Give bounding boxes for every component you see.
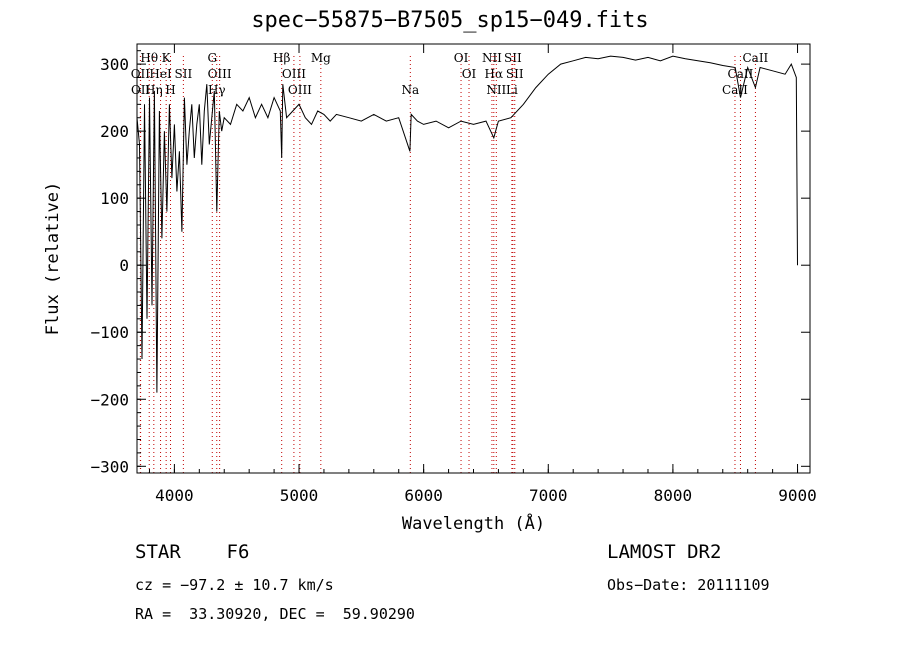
x-tick-label: 8000 <box>654 486 693 505</box>
x-tick-label: 5000 <box>280 486 319 505</box>
y-tick-label: 200 <box>100 122 129 141</box>
line-marker-label: CaII <box>722 83 748 97</box>
line-marker-label: NII <box>482 51 502 65</box>
line-marker-label: Hγ <box>208 83 226 97</box>
object-class: STAR F6 <box>135 541 250 563</box>
line-marker-label: Li <box>506 83 518 97</box>
obs-date: Obs−Date: 20111109 <box>607 576 770 594</box>
line-marker-label: G <box>207 51 217 65</box>
redshift-cz: cz = −97.2 ± 10.7 km/s <box>135 576 334 594</box>
survey-name: LAMOST DR2 <box>607 541 722 563</box>
x-axis-label: Wavelength (Å) <box>402 512 545 534</box>
x-tick-label: 9000 <box>778 486 817 505</box>
line-marker-label: CaII <box>742 51 768 65</box>
line-marker-label: Hβ <box>273 51 290 65</box>
line-marker-label: Hα <box>485 67 504 81</box>
y-tick-label: −200 <box>90 390 129 409</box>
y-tick-label: 0 <box>119 256 129 275</box>
line-marker-label: H <box>165 83 175 97</box>
y-tick-label: −100 <box>90 323 129 342</box>
line-marker-label: OI <box>462 67 477 81</box>
line-marker-label: OI <box>454 51 469 65</box>
line-marker-label: K <box>162 51 172 65</box>
line-marker-label: Hη <box>145 83 163 97</box>
x-tick-label: 7000 <box>529 486 568 505</box>
y-tick-label: 100 <box>100 189 129 208</box>
line-marker-label: SII <box>504 51 522 65</box>
y-tick-label: −300 <box>90 457 129 476</box>
line-marker-label: Hθ <box>140 51 158 65</box>
ra-dec: RA = 33.30920, DEC = 59.90290 <box>135 605 415 623</box>
line-marker-label: SII <box>506 67 524 81</box>
line-marker-label: OIII <box>282 67 306 81</box>
line-marker-label: Mg <box>311 51 331 65</box>
x-tick-label: 4000 <box>155 486 194 505</box>
line-marker-label: OII <box>131 83 151 97</box>
line-marker-label: SII <box>175 67 193 81</box>
y-axis-label: Flux (relative) <box>43 182 63 336</box>
line-marker-label: NII <box>486 83 506 97</box>
chart-title: spec−55875−B7505_sp15−049.fits <box>251 8 649 33</box>
y-tick-label: 300 <box>100 55 129 74</box>
axis-ticks: 4000 5000 6000 7000 8000 9000 −300 −200 −100 0 100… <box>90 44 817 505</box>
x-tick-label: 6000 <box>404 486 443 505</box>
line-marker-label: OII <box>131 67 151 81</box>
line-marker-label: HeI <box>149 67 172 81</box>
line-marker-label: Na <box>401 83 419 97</box>
line-marker-label: OIII <box>288 83 312 97</box>
plot-frame <box>136 43 811 474</box>
spectrum-line <box>136 55 798 393</box>
line-marker-label: OIII <box>208 67 232 81</box>
